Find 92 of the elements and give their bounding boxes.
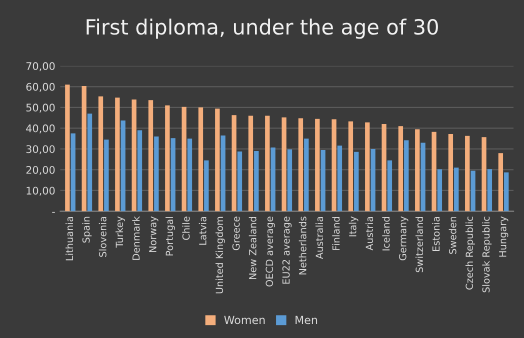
bar [182, 106, 186, 212]
bar [232, 115, 236, 212]
bar [132, 100, 136, 212]
x-tick-label: New Zealand [248, 216, 256, 280]
x-tick-label: Czech Republic [465, 216, 475, 290]
bar [254, 151, 259, 212]
x-tick-label: Turkey [116, 216, 125, 248]
bar [382, 124, 386, 212]
bar [198, 107, 204, 212]
bar [215, 108, 220, 212]
x-tick-label: Netherlands [298, 216, 306, 274]
bar [287, 149, 292, 212]
bar [404, 140, 409, 212]
x-tick-label: Italy [348, 216, 358, 236]
x-tick-label: Hungary [499, 216, 508, 257]
bar [332, 119, 336, 212]
x-tick-label: OECD average [266, 216, 275, 287]
x-tick-label: Denmark [132, 216, 140, 260]
bar [482, 137, 486, 212]
bar [320, 150, 326, 212]
bar [82, 86, 86, 212]
bar [337, 146, 342, 212]
x-tick-label: Spain [82, 216, 92, 243]
bar [504, 172, 509, 212]
bar [387, 160, 392, 212]
bar [65, 84, 70, 212]
x-tick-label: Estonia [432, 216, 440, 251]
legend-label: Men [296, 316, 318, 324]
x-tick-label: Austria [366, 216, 374, 250]
x-tick-label: Norway [149, 216, 158, 252]
bar [87, 114, 92, 212]
bar [220, 135, 226, 212]
bar [437, 169, 442, 212]
bar [415, 129, 420, 212]
x-tick-label: Germany [399, 216, 408, 260]
bar [298, 118, 304, 212]
bar [432, 132, 436, 212]
bar [187, 138, 192, 212]
bar [354, 152, 359, 212]
y-tick-label: 60,00 [26, 82, 55, 92]
x-tick-label: Sweden [448, 216, 456, 254]
x-tick-label: Portugal [166, 217, 175, 256]
bar [448, 134, 454, 212]
x-tick-label: United Kingdom [216, 216, 225, 294]
y-tick-label: 50,00 [26, 104, 55, 113]
bar [365, 122, 370, 212]
bar [304, 138, 309, 212]
legend-label: Women [224, 316, 265, 324]
x-tick-label: Australia [316, 216, 324, 260]
y-tick-label: 40,00 [26, 124, 55, 134]
bar [420, 142, 426, 212]
bar [348, 121, 354, 212]
bar [465, 136, 470, 212]
bar [137, 130, 142, 212]
y-tick-label: 70,00 [26, 62, 55, 72]
bar [237, 151, 242, 212]
bar [398, 126, 404, 212]
bar [115, 98, 120, 212]
chart-title: First diploma, under the age of 30 [86, 18, 438, 39]
x-tick-label: Chile [182, 216, 190, 240]
x-tick-label: Lithuania [66, 216, 74, 260]
y-tick-label: 20,00 [26, 166, 55, 175]
x-tick-label: Finland [332, 216, 340, 250]
bar [470, 170, 476, 212]
bar [370, 148, 376, 212]
bar [265, 116, 270, 212]
bar [120, 120, 126, 212]
y-tick-label: 10,00 [26, 186, 55, 196]
bar [148, 100, 154, 212]
bar [315, 118, 320, 212]
bar [170, 138, 176, 212]
bar [487, 169, 492, 212]
x-tick-label: Latvia [198, 216, 206, 245]
bar [282, 117, 286, 212]
x-tick-label: EU22 average [282, 216, 292, 284]
x-tick-label: Slovenia [98, 216, 106, 257]
y-tick-label: 30,00 [26, 145, 55, 154]
bar [98, 96, 104, 212]
bar [70, 133, 76, 212]
y-tick-label: - [52, 212, 55, 213]
bar [154, 136, 159, 212]
bar [270, 148, 276, 212]
bar [498, 153, 504, 212]
bar [248, 116, 254, 212]
bar [165, 105, 170, 212]
x-tick-label: Switzerland [415, 216, 424, 272]
x-tick-label: Iceland [382, 216, 390, 250]
bar [454, 168, 459, 212]
bar [104, 140, 109, 212]
x-tick-label: Slovak Republic [482, 216, 492, 292]
bar [204, 160, 209, 212]
x-tick-label: Greece [232, 216, 240, 250]
